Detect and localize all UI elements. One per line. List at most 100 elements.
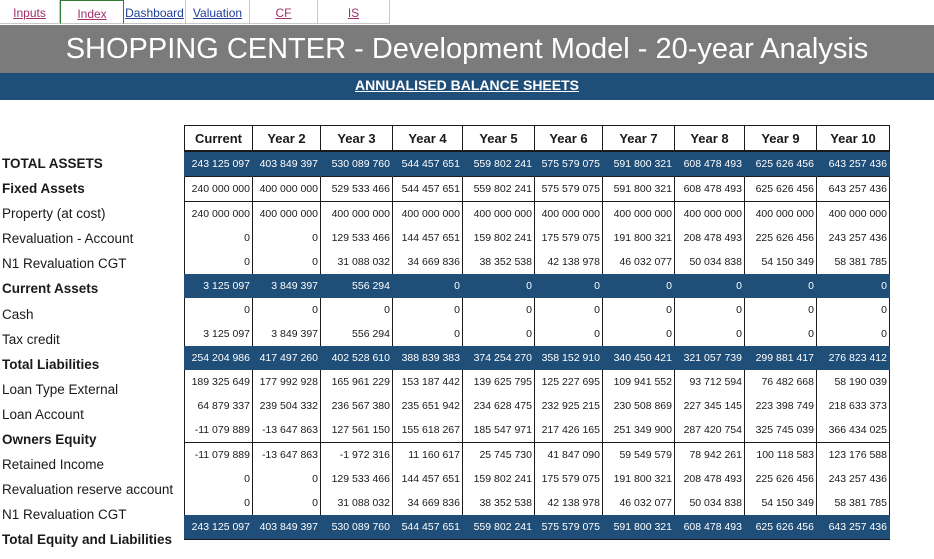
table-cell[interactable]: 643 257 436 <box>816 151 890 177</box>
table-cell[interactable]: 0 <box>462 274 535 298</box>
table-cell[interactable]: 544 457 651 <box>392 176 463 202</box>
tab-index[interactable]: Index <box>60 0 124 24</box>
table-cell[interactable]: 208 478 493 <box>674 226 745 250</box>
table-cell[interactable]: 400 000 000 <box>534 201 603 226</box>
table-cell[interactable]: 76 482 668 <box>744 370 817 394</box>
table-cell[interactable]: -13 647 863 <box>252 442 321 467</box>
table-cell[interactable]: 254 204 986 <box>184 346 253 370</box>
tab-inputs[interactable]: Inputs <box>0 0 60 24</box>
table-cell[interactable]: 299 881 417 <box>744 346 817 370</box>
table-cell[interactable]: 191 800 321 <box>602 226 675 250</box>
column-header[interactable]: Current <box>184 125 253 152</box>
table-cell[interactable]: 0 <box>602 274 675 298</box>
column-header[interactable]: Year 10 <box>816 125 890 152</box>
table-cell[interactable]: 208 478 493 <box>674 467 745 491</box>
table-cell[interactable]: 3 125 097 <box>184 274 253 298</box>
table-cell[interactable]: 276 823 412 <box>816 346 890 370</box>
table-cell[interactable]: 3 849 397 <box>252 274 321 298</box>
table-cell[interactable]: 223 398 749 <box>744 394 817 418</box>
tab-dashboard[interactable]: Dashboard <box>124 0 186 24</box>
table-cell[interactable]: 78 942 261 <box>674 442 745 467</box>
table-cell[interactable]: 11 160 617 <box>392 442 463 467</box>
table-cell[interactable]: 643 257 436 <box>816 176 890 202</box>
table-cell[interactable]: -1 972 316 <box>320 442 393 467</box>
table-cell[interactable]: 400 000 000 <box>462 201 535 226</box>
table-cell[interactable]: 530 089 760 <box>320 151 393 177</box>
table-cell[interactable]: 0 <box>602 322 675 346</box>
table-cell[interactable]: 556 294 <box>320 322 393 346</box>
column-header[interactable]: Year 7 <box>602 125 675 152</box>
table-cell[interactable]: 559 802 241 <box>462 515 535 540</box>
table-cell[interactable]: 93 712 594 <box>674 370 745 394</box>
table-cell[interactable]: 321 057 739 <box>674 346 745 370</box>
table-cell[interactable]: 400 000 000 <box>320 201 393 226</box>
table-cell[interactable]: 400 000 000 <box>744 201 817 226</box>
table-cell[interactable]: 175 579 075 <box>534 226 603 250</box>
table-cell[interactable]: 236 567 380 <box>320 394 393 418</box>
table-cell[interactable]: 0 <box>184 491 253 515</box>
table-cell[interactable]: 0 <box>392 322 463 346</box>
table-cell[interactable]: 0 <box>184 467 253 491</box>
table-cell[interactable]: -11 079 889 <box>184 442 253 467</box>
table-cell[interactable]: 591 800 321 <box>602 151 675 177</box>
table-cell[interactable]: 400 000 000 <box>816 201 890 226</box>
table-cell[interactable]: 46 032 077 <box>602 250 675 274</box>
table-cell[interactable]: 374 254 270 <box>462 346 535 370</box>
table-cell[interactable]: 556 294 <box>320 274 393 298</box>
table-cell[interactable]: 366 434 025 <box>816 418 890 443</box>
table-cell[interactable]: 0 <box>462 322 535 346</box>
column-header[interactable]: Year 8 <box>674 125 745 152</box>
table-cell[interactable]: 123 176 588 <box>816 442 890 467</box>
table-cell[interactable]: 575 579 075 <box>534 515 603 540</box>
table-cell[interactable]: 325 745 039 <box>744 418 817 443</box>
table-cell[interactable]: 240 000 000 <box>184 201 253 226</box>
table-cell[interactable]: 230 508 869 <box>602 394 675 418</box>
column-header[interactable]: Year 9 <box>744 125 817 152</box>
table-cell[interactable]: 54 150 349 <box>744 491 817 515</box>
table-cell[interactable]: 544 457 651 <box>392 515 463 540</box>
table-cell[interactable]: 165 961 229 <box>320 370 393 394</box>
table-cell[interactable]: 0 <box>534 322 603 346</box>
table-cell[interactable]: 559 802 241 <box>462 151 535 177</box>
table-cell[interactable]: 575 579 075 <box>534 176 603 202</box>
table-cell[interactable]: 227 345 145 <box>674 394 745 418</box>
table-cell[interactable]: 139 625 795 <box>462 370 535 394</box>
table-cell[interactable]: 3 849 397 <box>252 322 321 346</box>
table-cell[interactable]: 417 497 260 <box>252 346 321 370</box>
table-cell[interactable]: 38 352 538 <box>462 250 535 274</box>
table-cell[interactable]: 559 802 241 <box>462 176 535 202</box>
table-cell[interactable]: 544 457 651 <box>392 151 463 177</box>
table-cell[interactable]: 31 088 032 <box>320 250 393 274</box>
table-cell[interactable]: 0 <box>744 322 817 346</box>
table-cell[interactable]: 31 088 032 <box>320 491 393 515</box>
table-cell[interactable]: 54 150 349 <box>744 250 817 274</box>
table-cell[interactable]: 239 504 332 <box>252 394 321 418</box>
table-cell[interactable]: 608 478 493 <box>674 176 745 202</box>
table-cell[interactable]: 0 <box>534 274 603 298</box>
table-cell[interactable]: 358 152 910 <box>534 346 603 370</box>
table-cell[interactable]: 218 633 373 <box>816 394 890 418</box>
table-cell[interactable]: 225 626 456 <box>744 226 817 250</box>
table-cell[interactable]: 58 381 785 <box>816 491 890 515</box>
table-cell[interactable]: 125 227 695 <box>534 370 603 394</box>
table-cell[interactable]: 235 651 942 <box>392 394 463 418</box>
table-cell[interactable]: 287 420 754 <box>674 418 745 443</box>
table-cell[interactable]: 591 800 321 <box>602 176 675 202</box>
table-cell[interactable]: -11 079 889 <box>184 418 253 443</box>
table-cell[interactable]: 191 800 321 <box>602 467 675 491</box>
table-cell[interactable]: 0 <box>320 298 393 322</box>
table-cell[interactable]: 58 190 039 <box>816 370 890 394</box>
table-cell[interactable]: 59 549 579 <box>602 442 675 467</box>
table-cell[interactable]: 529 533 466 <box>320 176 393 202</box>
column-header[interactable]: Year 4 <box>392 125 463 152</box>
table-cell[interactable]: 608 478 493 <box>674 151 745 177</box>
tab-is[interactable]: IS <box>318 0 390 24</box>
table-cell[interactable]: 42 138 978 <box>534 250 603 274</box>
column-header[interactable]: Year 2 <box>252 125 321 152</box>
table-cell[interactable]: 243 125 097 <box>184 515 253 540</box>
table-cell[interactable]: 0 <box>252 226 321 250</box>
table-cell[interactable]: 0 <box>744 298 817 322</box>
table-cell[interactable]: 575 579 075 <box>534 151 603 177</box>
table-cell[interactable]: 625 626 456 <box>744 176 817 202</box>
table-cell[interactable]: 243 125 097 <box>184 151 253 177</box>
